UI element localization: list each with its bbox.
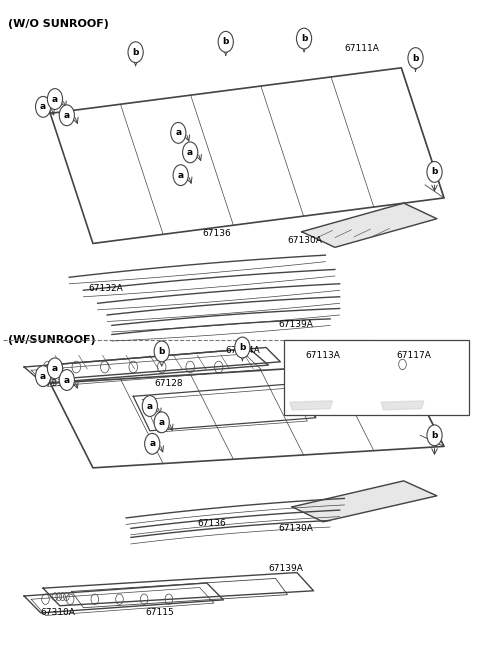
Circle shape bbox=[154, 341, 169, 362]
Text: 67136: 67136 bbox=[197, 519, 226, 527]
Text: 67111A: 67111A bbox=[344, 44, 379, 53]
Circle shape bbox=[59, 369, 74, 390]
Circle shape bbox=[142, 396, 157, 417]
Circle shape bbox=[307, 392, 323, 413]
Text: a: a bbox=[293, 351, 299, 360]
Text: b: b bbox=[132, 48, 139, 56]
Text: 67139A: 67139A bbox=[268, 564, 303, 573]
Text: b: b bbox=[158, 347, 165, 356]
Text: 67117A: 67117A bbox=[396, 351, 431, 360]
Circle shape bbox=[380, 346, 394, 365]
Text: 67130A: 67130A bbox=[288, 236, 322, 245]
Circle shape bbox=[36, 96, 51, 117]
Polygon shape bbox=[381, 401, 424, 410]
Circle shape bbox=[218, 31, 233, 52]
Text: 67111A: 67111A bbox=[297, 358, 332, 366]
Circle shape bbox=[154, 412, 169, 433]
Text: a: a bbox=[64, 111, 70, 120]
Text: 67113A: 67113A bbox=[305, 351, 340, 360]
Text: a: a bbox=[40, 102, 46, 112]
Text: 67310A: 67310A bbox=[41, 379, 76, 388]
Text: 67310A: 67310A bbox=[41, 608, 76, 617]
Text: b: b bbox=[384, 351, 390, 360]
Text: (W/SUNROOF): (W/SUNROOF) bbox=[8, 335, 95, 344]
Text: 67132A: 67132A bbox=[88, 285, 123, 293]
Text: 67139A: 67139A bbox=[278, 320, 313, 329]
Text: a: a bbox=[175, 129, 181, 137]
Text: (W/O SUNROOF): (W/O SUNROOF) bbox=[8, 19, 108, 29]
Text: 67136: 67136 bbox=[202, 229, 231, 238]
Circle shape bbox=[128, 42, 143, 62]
Polygon shape bbox=[290, 401, 333, 410]
Circle shape bbox=[48, 89, 62, 110]
Polygon shape bbox=[292, 481, 437, 522]
Text: a: a bbox=[64, 375, 70, 384]
Text: b: b bbox=[301, 34, 307, 43]
Text: b: b bbox=[223, 37, 229, 47]
Circle shape bbox=[297, 28, 312, 49]
Circle shape bbox=[401, 347, 416, 367]
Circle shape bbox=[427, 161, 442, 182]
FancyBboxPatch shape bbox=[284, 340, 468, 415]
Text: a: a bbox=[147, 401, 153, 411]
Text: a: a bbox=[187, 148, 193, 157]
Text: 67128: 67128 bbox=[155, 379, 183, 388]
Text: 67134A: 67134A bbox=[226, 346, 261, 356]
Text: a: a bbox=[159, 418, 165, 427]
Circle shape bbox=[427, 425, 442, 445]
Text: a: a bbox=[40, 372, 46, 380]
Circle shape bbox=[171, 123, 186, 143]
Circle shape bbox=[288, 346, 302, 365]
Text: b: b bbox=[405, 353, 412, 361]
Text: a: a bbox=[178, 171, 184, 180]
Circle shape bbox=[59, 105, 74, 126]
Circle shape bbox=[48, 358, 62, 379]
Polygon shape bbox=[301, 203, 437, 247]
Circle shape bbox=[173, 165, 188, 186]
Text: b: b bbox=[412, 54, 419, 62]
Circle shape bbox=[408, 48, 423, 68]
Circle shape bbox=[235, 337, 250, 358]
Circle shape bbox=[36, 366, 51, 386]
Text: a: a bbox=[52, 94, 58, 104]
Text: a: a bbox=[52, 364, 58, 373]
Text: a: a bbox=[149, 440, 156, 448]
Text: b: b bbox=[432, 431, 438, 440]
Text: b: b bbox=[432, 167, 438, 176]
Text: 67115: 67115 bbox=[145, 608, 174, 617]
Text: 67130A: 67130A bbox=[278, 524, 313, 533]
Text: b: b bbox=[239, 343, 246, 352]
Circle shape bbox=[144, 434, 160, 454]
Text: b: b bbox=[312, 398, 318, 407]
Circle shape bbox=[182, 142, 198, 163]
